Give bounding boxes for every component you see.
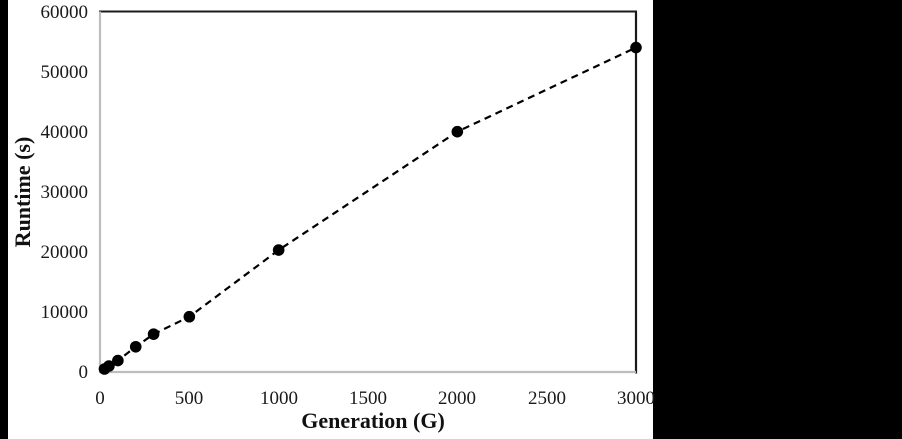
data-point-marker	[129, 340, 142, 353]
data-point-marker	[147, 328, 160, 340]
data-point-marker	[103, 360, 115, 372]
y-tick-label: 60000	[40, 2, 89, 23]
data-point-marker	[451, 125, 464, 138]
runtime-series-line	[103, 46, 637, 370]
x-axis-title: Generation (G)	[301, 408, 445, 433]
x-tick-label: 0	[95, 388, 105, 409]
left-letterbox-bar	[0, 0, 8, 439]
x-tick-label: 500	[174, 388, 204, 409]
x-tick-label: 2000	[438, 388, 476, 409]
x-tick-label: 1000	[260, 388, 298, 409]
data-point-marker	[630, 41, 642, 54]
data-point-marker	[112, 354, 124, 367]
x-tick-label: 1500	[349, 388, 387, 409]
y-tick-label: 10000	[40, 302, 89, 323]
y-tick-label: 40000	[40, 122, 89, 143]
x-tick-label: 3000	[617, 388, 655, 409]
data-point-marker	[272, 244, 285, 256]
y-tick-label: 0	[78, 362, 89, 383]
right-letterbox-bar	[653, 0, 902, 439]
y-axis-title: Runtime (s)	[10, 136, 35, 248]
y-tick-label: 20000	[40, 242, 89, 263]
data-point-marker	[183, 310, 196, 323]
x-tick-label: 2500	[528, 388, 566, 409]
y-tick-label: 50000	[40, 62, 89, 83]
y-tick-label: 30000	[40, 182, 89, 203]
